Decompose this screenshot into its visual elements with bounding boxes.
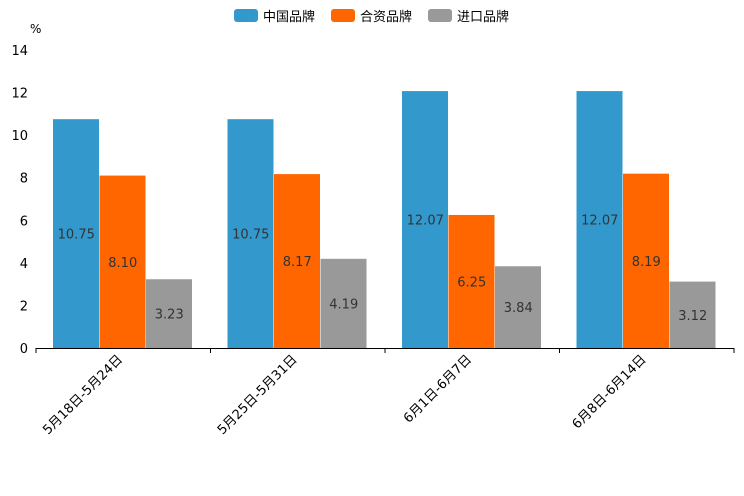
bar-1-4	[576, 91, 623, 349]
value-label: 12.07	[581, 214, 618, 229]
y-tick-label: 0	[20, 342, 28, 357]
legend: 中国品牌 合资品牌 进口品牌	[234, 9, 509, 25]
value-label: 8.19	[632, 255, 661, 270]
x-category-label: 5月25日-5月31日	[215, 352, 301, 438]
bar-3-3	[495, 266, 541, 348]
value-label: 12.07	[407, 214, 444, 229]
bar-1-1	[53, 119, 99, 348]
value-label: 3.84	[504, 301, 533, 316]
bar-2-2	[274, 174, 320, 348]
bar-2-4	[623, 173, 669, 348]
bar-3-1	[146, 279, 192, 348]
value-label: 6.25	[457, 275, 486, 290]
value-labels: 10.75 8.10 3.23 10.75 8.17 4.19 12.07 6.25 3.84 1…	[58, 214, 708, 324]
bar-1-2	[227, 119, 274, 348]
legend-label-3: 进口品牌	[457, 9, 509, 25]
legend-swatch-1	[234, 9, 258, 22]
x-category-label: 6月8日-6月14日	[570, 352, 650, 432]
legend-label-1: 中国品牌	[263, 9, 315, 25]
y-axis: 0 2 4 6 8 10 12 14	[11, 44, 28, 357]
legend-label-2: 合资品牌	[360, 9, 412, 25]
y-tick-label: 4	[20, 257, 28, 272]
bar-3-2	[320, 258, 367, 348]
value-label: 10.75	[58, 228, 95, 243]
y-tick-label: 6	[20, 214, 28, 229]
y-tick-label: 14	[11, 44, 28, 59]
y-tick-label: 10	[11, 129, 28, 144]
y-tick-label: 2	[20, 299, 28, 314]
value-label: 4.19	[329, 297, 358, 312]
value-label: 8.10	[108, 256, 137, 271]
x-category-label: 6月1日-6月7日	[401, 352, 475, 426]
value-label: 8.17	[283, 255, 312, 270]
value-label: 10.75	[232, 228, 269, 243]
legend-swatch-2	[331, 9, 355, 22]
value-label: 3.12	[678, 309, 707, 324]
bar-1-3	[402, 91, 448, 349]
x-category-label: 5月18日-5月24日	[40, 352, 126, 438]
bars	[53, 91, 716, 349]
y-tick-label: 12	[11, 87, 28, 102]
legend-swatch-3	[428, 9, 452, 22]
bar-3-4	[669, 281, 716, 348]
y-tick-label: 8	[20, 172, 28, 187]
bar-2-1	[99, 175, 146, 348]
bar-2-3	[448, 214, 495, 348]
value-label: 3.23	[155, 308, 184, 323]
x-axis: 5月18日-5月24日 5月25日-5月31日 6月1日-6月7日 6月8日-6月14…	[35, 348, 735, 438]
y-unit-label: %	[30, 22, 41, 36]
